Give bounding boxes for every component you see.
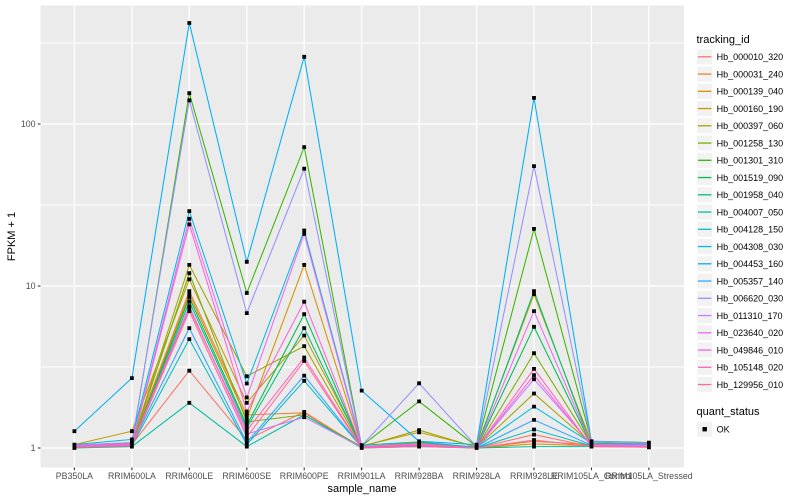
svg-text:Hb_105148_020: Hb_105148_020	[717, 363, 784, 373]
svg-text:RRIM600LA: RRIM600LA	[108, 471, 156, 481]
svg-text:Hb_000139_040: Hb_000139_040	[717, 87, 784, 97]
svg-text:Hb_011310_170: Hb_011310_170	[717, 311, 783, 321]
svg-text:Hb_004007_050: Hb_004007_050	[717, 207, 784, 217]
svg-text:RRIM600PE: RRIM600PE	[280, 471, 329, 481]
svg-text:Hb_001258_130: Hb_001258_130	[717, 138, 784, 148]
svg-text:100: 100	[21, 119, 36, 129]
svg-text:Hb_000010_320: Hb_000010_320	[717, 52, 784, 62]
svg-text:RRIM600SE: RRIM600SE	[222, 471, 271, 481]
svg-text:Hb_001519_090: Hb_001519_090	[717, 173, 784, 183]
svg-text:Hb_001958_040: Hb_001958_040	[717, 190, 784, 200]
svg-text:Hb_006620_030: Hb_006620_030	[717, 294, 784, 304]
svg-text:Hb_000031_240: Hb_000031_240	[717, 69, 784, 79]
svg-text:Hb_004128_150: Hb_004128_150	[717, 225, 784, 235]
svg-text:Hb_000160_190: Hb_000160_190	[717, 104, 784, 114]
svg-text:Hb_004453_160: Hb_004453_160	[717, 259, 784, 269]
svg-text:RRIM105LA_Control: RRIM105LA_Control	[551, 471, 632, 481]
svg-text:RRIM600LE: RRIM600LE	[165, 471, 213, 481]
svg-text:RRIM901LA: RRIM901LA	[338, 471, 386, 481]
svg-text:PB350LA: PB350LA	[56, 471, 93, 481]
svg-text:Hb_129956_010: Hb_129956_010	[717, 380, 784, 390]
svg-text:10: 10	[26, 281, 36, 291]
svg-text:sample_name: sample_name	[327, 483, 396, 495]
svg-text:RRIM928BA: RRIM928BA	[395, 471, 444, 481]
svg-text:FPKM + 1: FPKM + 1	[6, 212, 18, 261]
svg-text:Hb_004308_030: Hb_004308_030	[717, 242, 784, 252]
svg-text:Hb_000397_060: Hb_000397_060	[717, 121, 784, 131]
svg-text:OK: OK	[717, 424, 730, 434]
svg-text:quant_status: quant_status	[697, 406, 760, 418]
svg-text:Hb_001301_310: Hb_001301_310	[717, 156, 784, 166]
svg-text:Hb_049846_010: Hb_049846_010	[717, 345, 784, 355]
svg-text:Hb_005357_140: Hb_005357_140	[717, 276, 784, 286]
svg-text:RRIM928LE: RRIM928LE	[510, 471, 558, 481]
svg-text:RRIM105LA_Stressed: RRIM105LA_Stressed	[605, 471, 693, 481]
svg-text:tracking_id: tracking_id	[697, 34, 750, 46]
svg-text:RRIM928LA: RRIM928LA	[453, 471, 501, 481]
svg-text:1: 1	[31, 443, 36, 453]
svg-text:Hb_023640_020: Hb_023640_020	[717, 328, 784, 338]
